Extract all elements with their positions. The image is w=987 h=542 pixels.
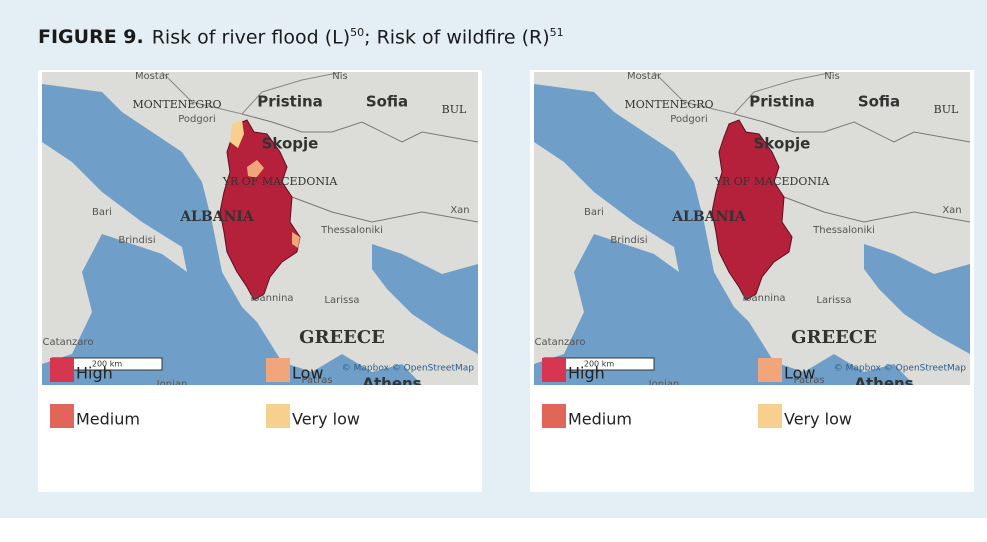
legend-label: Low: [292, 364, 324, 383]
map-label: Athens: [362, 375, 421, 393]
legend-swatch: [758, 358, 782, 382]
map-label: Sofia: [366, 93, 408, 111]
map-label: Nis: [824, 71, 839, 82]
map-label: Bari: [92, 207, 112, 218]
land: [534, 142, 679, 364]
figure-label: FIGURE 9.: [38, 26, 144, 49]
sea: [864, 244, 970, 354]
map-label: Podgori: [178, 114, 216, 125]
figure-title: FIGURE 9. Risk of river flood (L)50; Risk…: [38, 26, 564, 48]
map-label: Thessaloniki: [812, 225, 875, 236]
risk-area: [292, 232, 300, 248]
map-label: Catanzaro: [535, 337, 586, 348]
map-label: BUL: [934, 103, 959, 116]
title-ref: 50: [350, 26, 365, 39]
map-label: Ionian: [157, 379, 188, 390]
map-label: Mostar: [627, 71, 662, 82]
map-label: Brindisi: [118, 235, 155, 246]
map-label: ALBANIA: [671, 209, 747, 225]
risk-area: [230, 120, 244, 148]
title-text: Risk of river flood (L): [151, 26, 351, 49]
map-label: Larissa: [324, 295, 359, 306]
legend-label: Low: [784, 364, 816, 383]
map-label: GREECE: [791, 327, 877, 348]
map-label: Larissa: [816, 295, 851, 306]
map-label: Ioannina: [742, 293, 785, 304]
map: Mostar Nis MONTENEGRO Pristina Sofia BUL Podgo…: [534, 71, 970, 393]
title-ref: 51: [549, 26, 564, 39]
map-label: Podgori: [670, 114, 708, 125]
border: [783, 196, 970, 223]
legend-label: Very low: [784, 410, 852, 429]
map-label: MONTENEGRO: [624, 98, 713, 111]
scale-label: 200 km: [92, 360, 122, 369]
map: Mostar Nis MONTENEGRO Pristina Sofia BUL Podgo…: [42, 71, 478, 393]
legend-label: High: [76, 364, 113, 383]
map-label: Xan: [450, 205, 469, 216]
albania: [219, 119, 301, 301]
scale-label: 200 km: [584, 360, 614, 369]
map-label: Pristina: [257, 93, 323, 111]
map-label: ALBANIA: [179, 209, 255, 225]
map-label: Ioannina: [250, 293, 293, 304]
map-layers: Mostar Nis MONTENEGRO Pristina Sofia BUL Podgo…: [534, 71, 970, 393]
map-label: Nis: [332, 71, 347, 82]
legend-label: Medium: [568, 410, 632, 429]
border: [653, 72, 835, 115]
albania: [711, 119, 793, 301]
legend-swatch: [542, 404, 566, 428]
map-label: Skopje: [754, 135, 811, 153]
legend-swatch: [266, 404, 290, 428]
map-label: Skopje: [262, 135, 319, 153]
map-label: Xan: [942, 205, 961, 216]
land: [42, 142, 187, 364]
map-label: GREECE: [299, 327, 385, 348]
attribution: © Mapbox © OpenStreetMap: [342, 364, 475, 374]
border: [733, 113, 970, 143]
attribution: © Mapbox © OpenStreetMap: [834, 364, 967, 374]
border: [241, 113, 478, 143]
legend-label: Medium: [76, 410, 140, 429]
map-layers: Mostar Nis MONTENEGRO Pristina Sofia BUL Podgo…: [42, 71, 478, 393]
title-text: ; Risk of wildfire (R): [364, 26, 550, 49]
map-label: Patras: [793, 375, 824, 386]
map-label: BUL: [442, 103, 467, 116]
map-label: Mostar: [135, 71, 170, 82]
legend-swatch: [50, 404, 74, 428]
map-label: Sofia: [858, 93, 900, 111]
border: [161, 72, 343, 115]
map-label: MONTENEGRO: [132, 98, 221, 111]
map-label: Athens: [854, 375, 913, 393]
legend-label: Very low: [292, 410, 360, 429]
map-label: Brindisi: [610, 235, 647, 246]
legend-swatch: [542, 358, 566, 382]
legend-swatch: [266, 358, 290, 382]
map-label: YR OF MACEDONIA: [222, 175, 339, 188]
figure-frame: FIGURE 9. Risk of river flood (L)50; Risk…: [0, 0, 987, 518]
map-label: Thessaloniki: [320, 225, 383, 236]
map-label: Patras: [301, 375, 332, 386]
legend-swatch: [50, 358, 74, 382]
map-label: Catanzaro: [43, 337, 94, 348]
map-label: Ionian: [649, 379, 680, 390]
map-label: Pristina: [749, 93, 815, 111]
figure-panels: Mostar Nis MONTENEGRO Pristina Sofia BUL Podgo…: [38, 70, 974, 492]
map-label: Bari: [584, 207, 604, 218]
risk-area: [247, 160, 264, 178]
sea: [372, 244, 478, 354]
border: [291, 196, 478, 223]
legend-swatch: [758, 404, 782, 428]
map-label: YR OF MACEDONIA: [714, 175, 831, 188]
legend-label: High: [568, 364, 605, 383]
